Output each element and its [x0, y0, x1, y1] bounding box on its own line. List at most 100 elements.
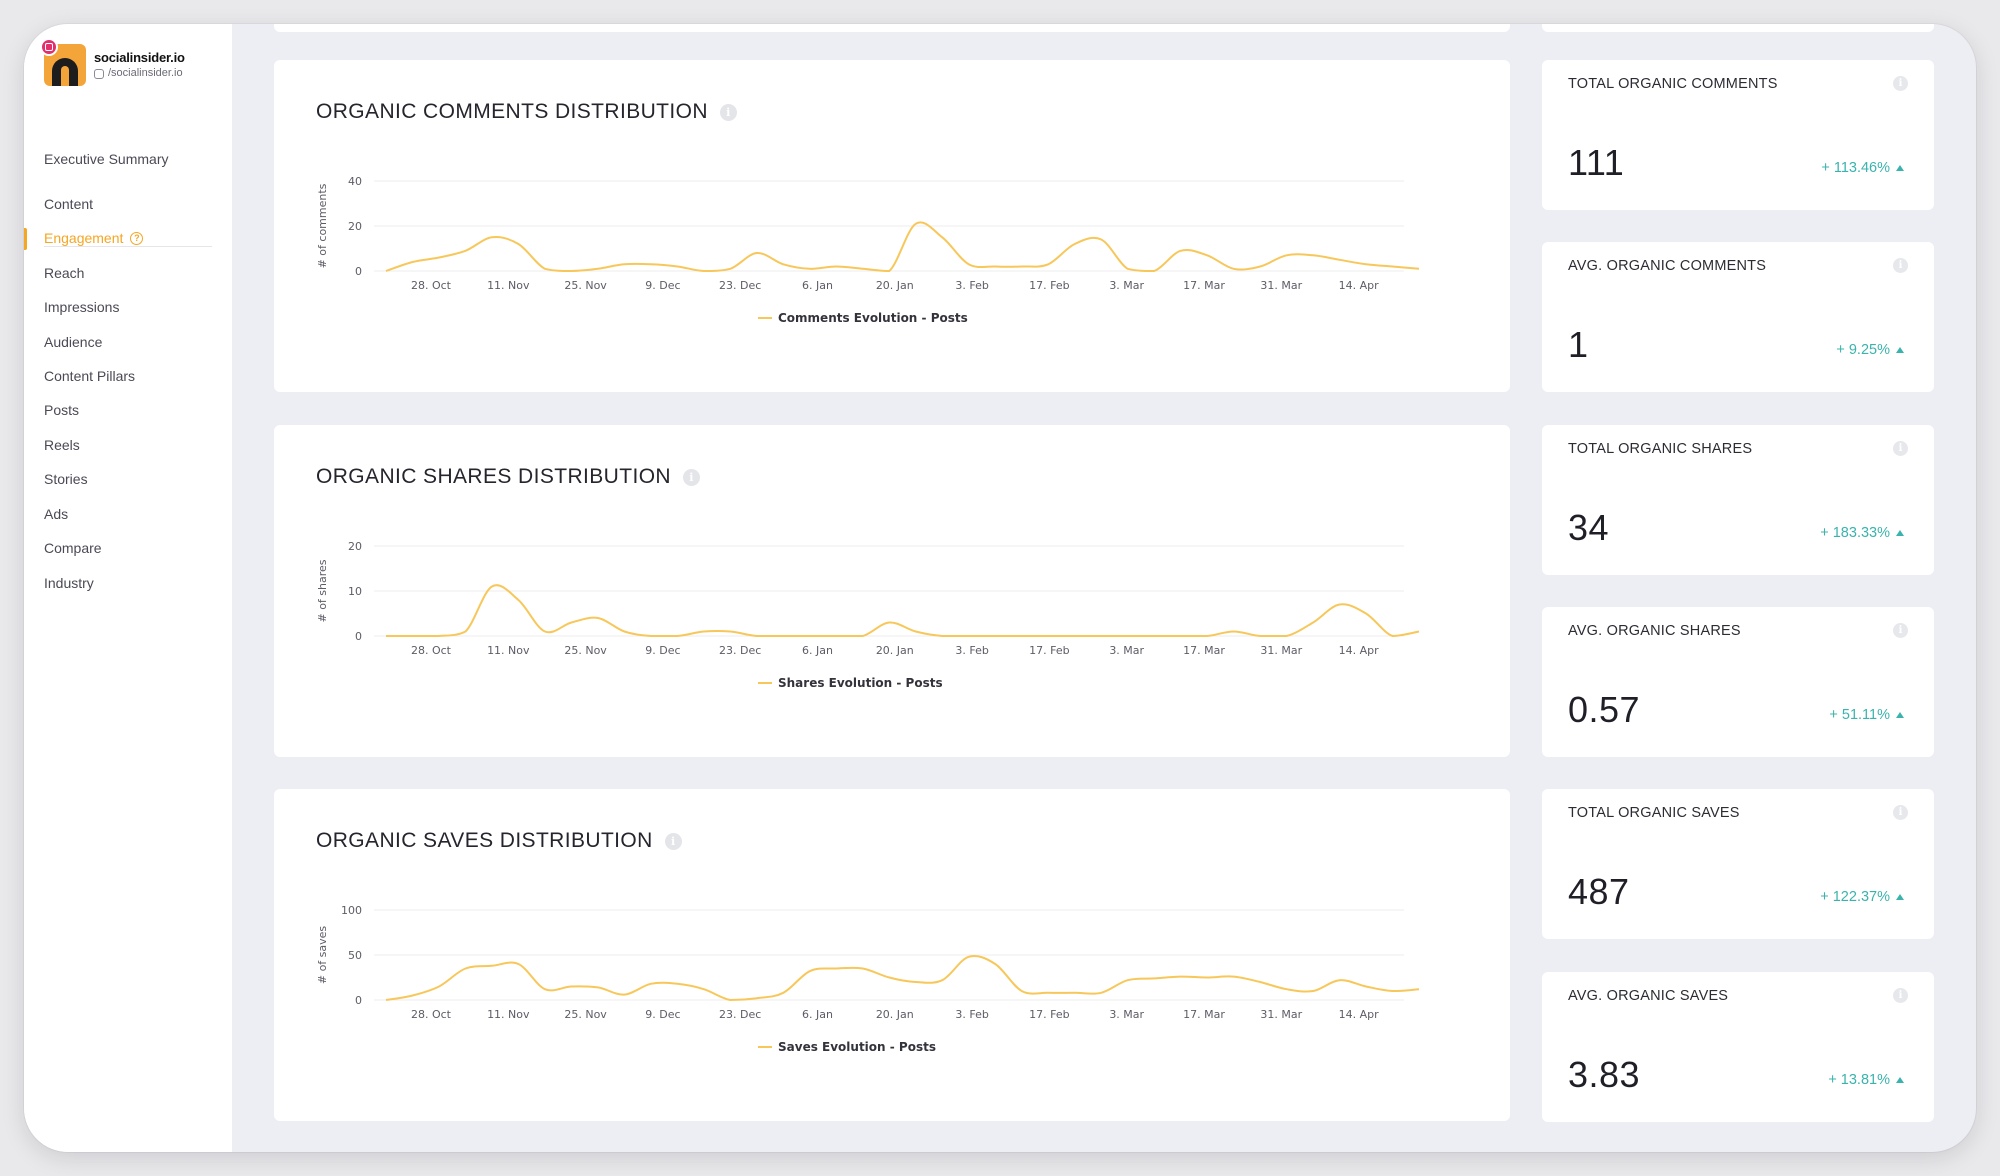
sidebar-item-content-pillars[interactable]: Content Pillars [44, 368, 135, 384]
sidebar-item-label: Audience [44, 334, 103, 350]
chart-plot: 0 20 40 # of comments 28. Oct 11. Nov 25. Nov 9… [316, 175, 1420, 325]
info-icon[interactable]: i [1893, 258, 1908, 273]
legend-item[interactable]: Saves Evolution - Posts [778, 1040, 936, 1054]
chart-title: ORGANIC COMMENTS DISTRIBUTION i [316, 100, 737, 124]
series-line-comments[interactable] [385, 221, 1420, 273]
x-tick-label: 3. Mar [1109, 279, 1144, 292]
y-axis-label: # of saves [316, 926, 329, 985]
x-tick-label: 25. Nov [564, 644, 607, 657]
y-tick-label: 100 [341, 904, 362, 917]
x-tick-label: 6. Jan [802, 1008, 833, 1021]
x-tick-label: 14. Apr [1339, 279, 1379, 292]
sidebar-item-stories[interactable]: Stories [44, 471, 88, 487]
help-icon[interactable]: ? [130, 231, 144, 245]
y-axis-label: # of comments [316, 183, 329, 268]
x-tick-label: 14. Apr [1339, 1008, 1379, 1021]
x-tick-label: 11. Nov [487, 644, 530, 657]
sidebar-item-label: Content [44, 196, 94, 212]
x-tick-label: 25. Nov [564, 1008, 607, 1021]
stat-title: AVG. ORGANIC SHARES [1568, 623, 1741, 639]
y-tick-label: 20 [348, 220, 362, 233]
stat-card-total-shares: TOTAL ORGANIC SHARES i 34 + 183.33% [1542, 425, 1934, 575]
stat-card-avg-saves: AVG. ORGANIC SAVES i 3.83 + 13.81% [1542, 972, 1934, 1122]
info-icon[interactable]: i [1893, 76, 1908, 91]
y-tick-label: 0 [355, 630, 362, 643]
sidebar-item-reach[interactable]: Reach [44, 265, 84, 281]
stat-title: AVG. ORGANIC COMMENTS [1568, 258, 1767, 274]
trend-up-icon [1896, 347, 1904, 353]
nav-divider [44, 246, 212, 247]
chart-card-saves: ORGANIC SAVES DISTRIBUTION i 0 50 100 # of sa… [274, 789, 1510, 1121]
sidebar-item-audience[interactable]: Audience [44, 334, 102, 350]
x-tick-label: 3. Feb [955, 644, 988, 657]
info-icon[interactable]: i [683, 468, 701, 486]
stat-value: 3.83 [1568, 1054, 1641, 1095]
x-tick-label: 11. Nov [487, 1008, 530, 1021]
x-tick-label: 23. Dec [719, 279, 761, 292]
chart-card-shares: ORGANIC SHARES DISTRIBUTION i 0 10 20 # of sh… [274, 425, 1510, 757]
sidebar-item-compare[interactable]: Compare [44, 540, 102, 556]
stat-title: AVG. ORGANIC SAVES [1568, 988, 1729, 1004]
y-tick-label: 20 [348, 540, 362, 553]
stat-delta: + 9.25% [1836, 342, 1904, 358]
sidebar-item-label: Industry [44, 575, 94, 591]
chart-title-text: ORGANIC SHARES DISTRIBUTION [316, 465, 672, 488]
instagram-small-icon [94, 69, 104, 79]
stat-delta: + 122.37% [1820, 889, 1904, 905]
sidebar-item-executive-summary[interactable]: Executive Summary [44, 151, 168, 167]
chart-title: ORGANIC SAVES DISTRIBUTION i [316, 829, 682, 853]
stat-card-total-saves: TOTAL ORGANIC SAVES i 487 + 122.37% [1542, 789, 1934, 939]
x-tick-label: 17. Mar [1183, 1008, 1225, 1021]
profile-handle: /socialinsider.io [108, 67, 183, 79]
x-tick-label: 6. Jan [802, 279, 833, 292]
stat-value: 487 [1568, 871, 1630, 912]
info-icon[interactable]: i [1893, 623, 1908, 638]
info-icon[interactable]: i [719, 103, 737, 121]
trend-up-icon [1896, 1077, 1904, 1083]
x-tick-label: 3. Mar [1109, 1008, 1144, 1021]
sidebar-item-label: Compare [44, 540, 102, 556]
info-icon[interactable]: i [1893, 988, 1908, 1003]
chart-title: ORGANIC SHARES DISTRIBUTION i [316, 465, 701, 489]
info-icon[interactable]: i [664, 832, 682, 850]
x-tick-label: 20. Jan [876, 1008, 914, 1021]
sidebar-item-label: Content Pillars [44, 368, 136, 384]
x-tick-label: 3. Feb [955, 1008, 988, 1021]
profile-avatar [44, 44, 86, 86]
profile-header[interactable]: socialinsider.io /socialinsider.io [40, 38, 224, 114]
series-line-shares[interactable] [385, 584, 1420, 638]
stat-delta: + 183.33% [1820, 525, 1904, 541]
x-tick-label: 11. Nov [487, 279, 530, 292]
series-line-saves[interactable] [385, 954, 1420, 1002]
sidebar-item-label: Stories [44, 471, 88, 487]
legend-item[interactable]: Shares Evolution - Posts [778, 676, 943, 690]
stat-value: 111 [1568, 142, 1625, 183]
sidebar-item-reels[interactable]: Reels [44, 437, 80, 453]
stat-delta-value: + 113.46% [1821, 160, 1890, 176]
chart-plot: 0 10 20 # of shares 28. Oct 11. Nov 25. Nov 9. … [316, 540, 1420, 690]
legend-item[interactable]: Comments Evolution - Posts [778, 311, 968, 325]
x-tick-label: 31. Mar [1260, 1008, 1302, 1021]
sidebar-item-engagement[interactable]: Engagement? [44, 230, 144, 246]
sidebar-item-impressions[interactable]: Impressions [44, 299, 119, 315]
sidebar-item-posts[interactable]: Posts [44, 402, 79, 418]
stat-delta: + 113.46% [1821, 160, 1904, 176]
stat-value: 1 [1568, 324, 1589, 365]
y-tick-label: 50 [348, 949, 362, 962]
stat-delta: + 13.81% [1828, 1072, 1904, 1088]
info-icon[interactable]: i [1893, 441, 1908, 456]
y-tick-label: 0 [355, 265, 362, 278]
sidebar: socialinsider.io /socialinsider.io Execu… [24, 24, 232, 1152]
sidebar-item-ads[interactable]: Ads [44, 506, 68, 522]
stat-card-avg-comments: AVG. ORGANIC COMMENTS i 1 + 9.25% [1542, 242, 1934, 392]
sidebar-item-label: Ads [44, 506, 69, 522]
stat-delta: + 51.11% [1829, 707, 1904, 723]
info-icon[interactable]: i [1893, 805, 1908, 820]
x-tick-label: 9. Dec [645, 279, 680, 292]
profile-name: socialinsider.io [94, 50, 185, 65]
sidebar-item-content[interactable]: Content [44, 196, 93, 212]
sidebar-item-label: Reels [44, 437, 80, 453]
sidebar-item-industry[interactable]: Industry [44, 575, 94, 591]
y-tick-label: 0 [355, 994, 362, 1007]
x-tick-label: 20. Jan [876, 279, 914, 292]
